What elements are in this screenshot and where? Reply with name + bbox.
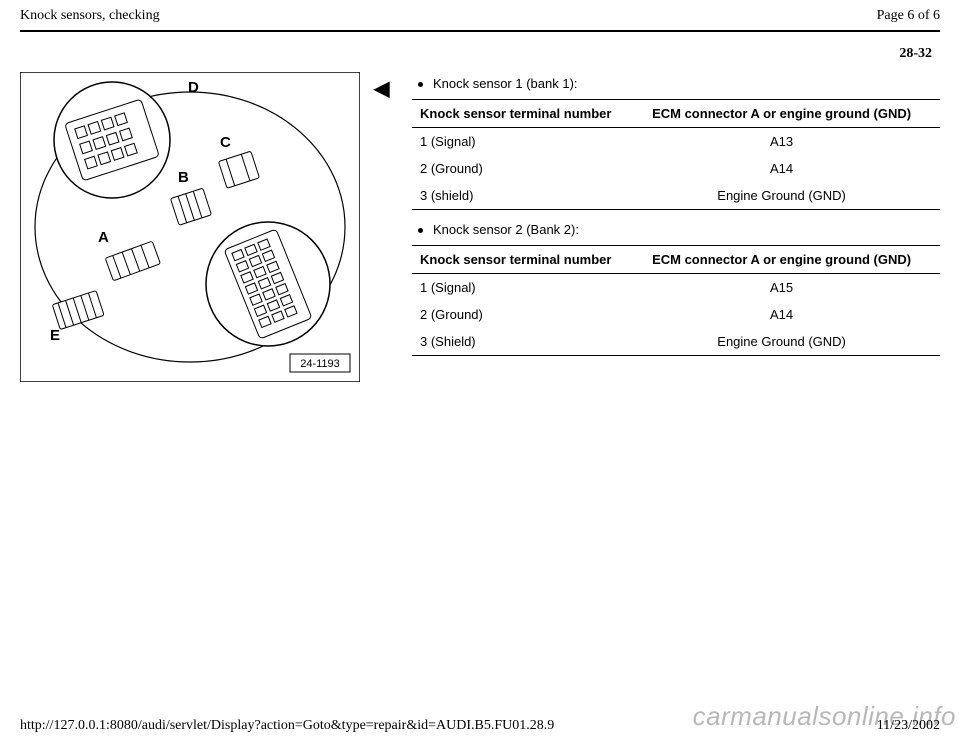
figure-reference: 24-1193 [300,358,340,370]
table-cell: 2 (Ground) [412,301,623,328]
table-cell: 1 (Signal) [412,128,623,156]
table-cell: Engine Ground (GND) [623,328,940,356]
table-row: 3 (shield) Engine Ground (GND) [412,182,940,210]
knock-sensor-2-table: Knock sensor terminal number ECM connect… [412,245,940,356]
table-header: Knock sensor terminal number [412,246,623,274]
table-cell: 2 (Ground) [412,155,623,182]
text-column: Knock sensor 1 (bank 1): Knock sensor te… [412,72,940,382]
table-cell: Engine Ground (GND) [623,182,940,210]
table-cell: 3 (Shield) [412,328,623,356]
table-row: 1 (Signal) A13 [412,128,940,156]
figure-label-b: B [178,169,189,186]
table-cell: 3 (shield) [412,182,623,210]
bullet-sensor-2-text: Knock sensor 2 (Bank 2): [433,222,579,237]
table-row: 2 (Ground) A14 [412,155,940,182]
table-header: ECM connector A or engine ground (GND) [623,100,940,128]
table-header: Knock sensor terminal number [412,100,623,128]
figure-label-a: A [98,229,109,246]
bullet-sensor-1: Knock sensor 1 (bank 1): [412,72,940,99]
technical-figure: D C B A E 24-1193 [20,72,360,382]
footer-date: 11/23/2002 [877,718,940,734]
content-row: D C B A E 24-1193 ◀ Knock sensor 1 (bank… [0,72,960,382]
bullet-dot-icon [418,82,423,87]
figure-label-c: C [220,134,231,151]
bullet-sensor-2: Knock sensor 2 (Bank 2): [412,218,940,245]
table-header: ECM connector A or engine ground (GND) [623,246,940,274]
table-cell: A14 [623,155,940,182]
bullet-sensor-1-text: Knock sensor 1 (bank 1): [433,76,578,91]
table-row: 3 (Shield) Engine Ground (GND) [412,328,940,356]
table-row: 1 (Signal) A15 [412,274,940,302]
table-row: Knock sensor terminal number ECM connect… [412,100,940,128]
table-row: Knock sensor terminal number ECM connect… [412,246,940,274]
pointer-arrow-icon: ◀ [374,72,398,382]
table-cell: A14 [623,301,940,328]
knock-sensor-1-table: Knock sensor terminal number ECM connect… [412,99,940,210]
footer-url: http://127.0.0.1:8080/audi/servlet/Displ… [20,718,554,734]
header-page-info: Page 6 of 6 [877,8,940,24]
section-number: 28-32 [0,32,960,72]
table-row: 2 (Ground) A14 [412,301,940,328]
figure-label-e: E [50,327,60,344]
table-cell: A13 [623,128,940,156]
page-header: Knock sensors, checking Page 6 of 6 [0,0,960,30]
bullet-dot-icon [418,228,423,233]
page-footer: http://127.0.0.1:8080/audi/servlet/Displ… [0,718,960,734]
header-title: Knock sensors, checking [20,8,160,24]
figure-label-d: D [188,79,199,96]
table-cell: 1 (Signal) [412,274,623,302]
table-cell: A15 [623,274,940,302]
